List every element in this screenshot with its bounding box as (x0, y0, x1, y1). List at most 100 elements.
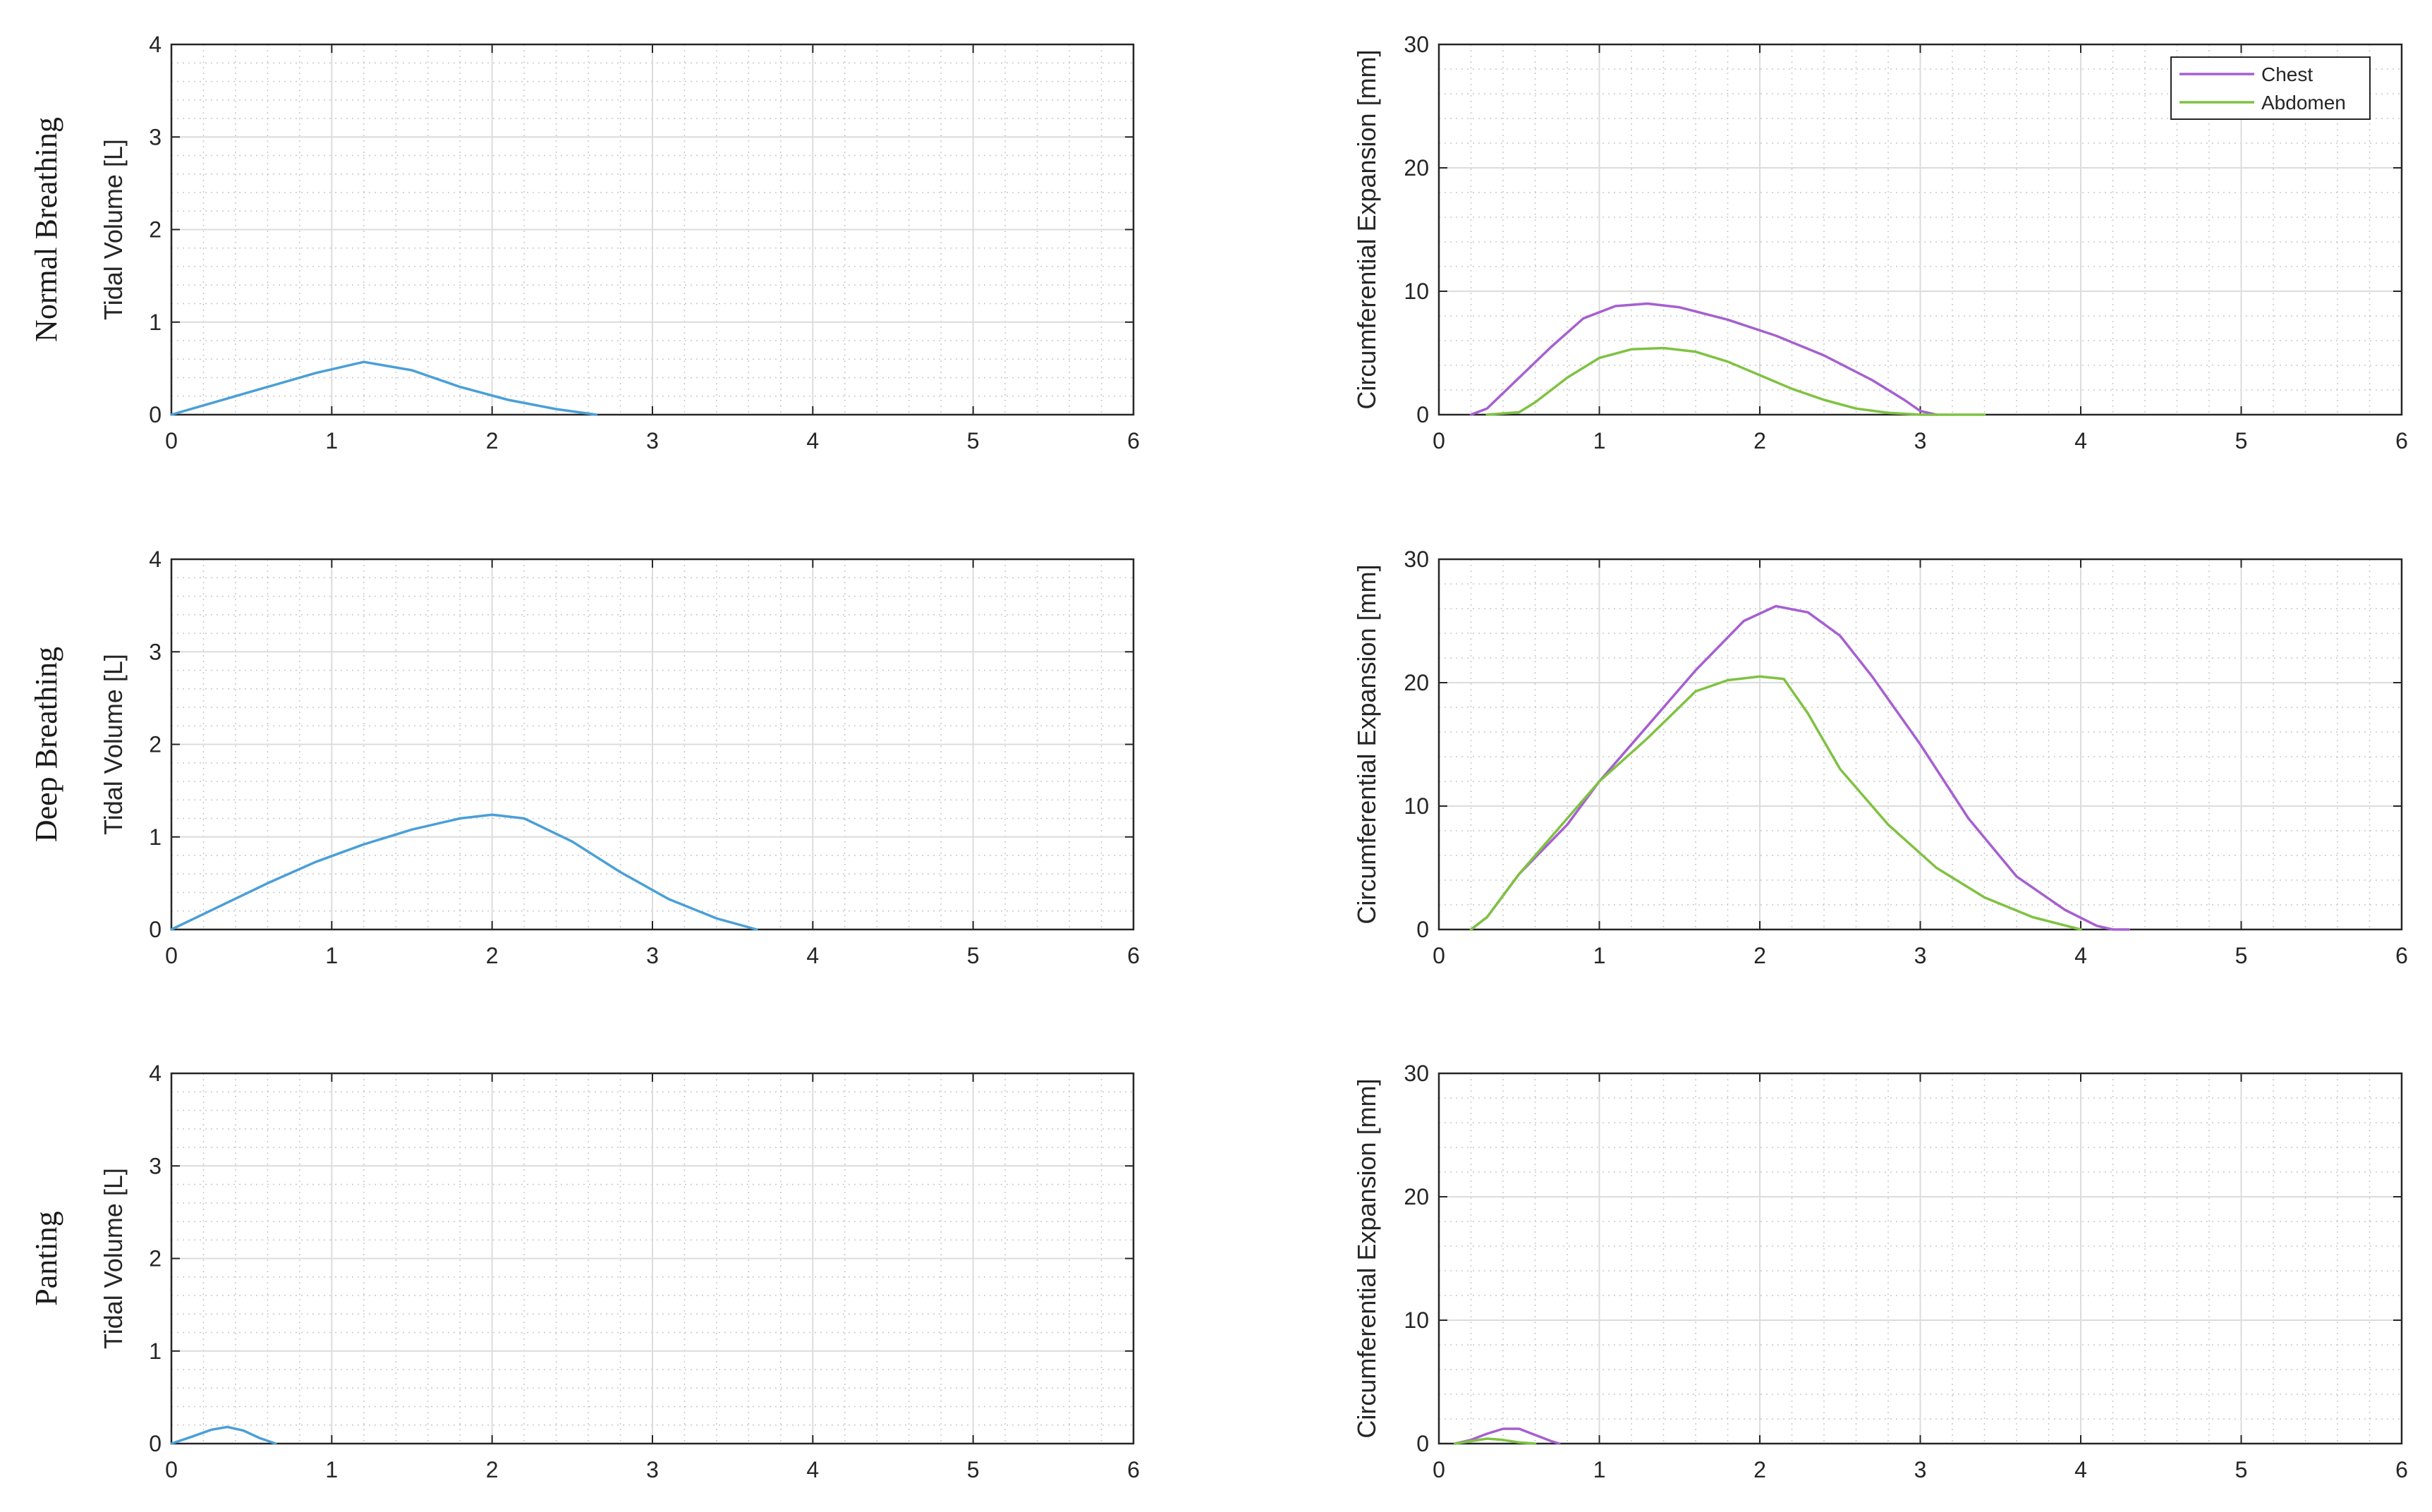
x-tick-label: 0 (1433, 1457, 1445, 1482)
x-tick-label: 1 (1593, 428, 1606, 453)
y-axis-label: Circumferential Expansion [mm] (1352, 564, 1381, 924)
series-line-abdomen (1485, 346, 1986, 416)
x-tick-label: 0 (1433, 943, 1445, 968)
x-tick-label: 0 (165, 943, 178, 968)
row-label-deep-breathing: Deep Breathing (29, 647, 63, 842)
x-tick-label: 5 (967, 428, 980, 453)
subplot-r1-c0: 0 1 2 3 4 5 6 0 1 2 3 4 Tidal Volume [L] (99, 547, 1140, 968)
legend-label-abdomen: Abdomen (2261, 92, 2346, 114)
x-tick-label: 6 (2395, 428, 2408, 453)
subplot-r0-c0: 0 1 2 3 4 5 6 0 1 2 3 4 Tidal Volume [L] (99, 32, 1140, 453)
y-axis-label: Tidal Volume [L] (99, 139, 128, 320)
y-tick-label: 10 (1404, 793, 1429, 819)
x-tick-label: 3 (646, 428, 659, 453)
x-tick-label: 3 (1914, 943, 1927, 968)
y-tick-label: 30 (1404, 547, 1429, 572)
series-group (1454, 1427, 1561, 1445)
legend: Chest Abdomen (2170, 56, 2371, 120)
row-label-normal-breathing: Normal Breathing (29, 117, 63, 342)
x-tick-label: 4 (806, 428, 819, 453)
series-group (170, 360, 598, 416)
series-group (1469, 302, 1986, 416)
x-tick-label: 0 (1433, 428, 1445, 453)
y-tick-label: 30 (1404, 1061, 1429, 1086)
x-tick-label: 4 (2074, 1457, 2087, 1482)
series-group (170, 813, 758, 931)
x-tick-label: 5 (2235, 1457, 2248, 1482)
row-label-panting: Panting (29, 1211, 63, 1305)
y-tick-label: 4 (149, 32, 162, 57)
x-tick-label: 2 (1753, 1457, 1766, 1482)
major-grid (171, 1073, 1134, 1444)
y-tick-label: 3 (149, 639, 162, 664)
x-tick-label: 5 (2235, 428, 2248, 453)
y-tick-label: 0 (149, 917, 162, 942)
y-tick-label: 1 (149, 824, 162, 850)
y-axis-label: Tidal Volume [L] (99, 654, 128, 835)
y-tick-label: 4 (149, 1061, 162, 1086)
y-tick-label: 0 (1416, 1431, 1429, 1456)
major-grid (171, 559, 1134, 930)
x-tick-label: 0 (165, 1457, 178, 1482)
x-tick-label: 5 (967, 943, 980, 968)
y-tick-label: 1 (149, 1339, 162, 1364)
subplot-r2-c0: 0 1 2 3 4 5 6 0 1 2 3 4 Tidal Volume [L] (99, 1061, 1140, 1482)
y-tick-label: 10 (1404, 279, 1429, 304)
x-tick-label: 4 (2074, 943, 2087, 968)
x-tick-label: 3 (646, 943, 659, 968)
series-line-tidal-volume (170, 360, 598, 416)
series-line-tidal-volume (170, 1425, 277, 1445)
series-line-chest (1469, 302, 1938, 416)
series-line-chest (1454, 1427, 1561, 1445)
y-tick-label: 2 (149, 217, 162, 243)
x-tick-label: 2 (486, 428, 499, 453)
x-tick-label: 6 (1127, 1457, 1140, 1482)
y-axis-label: Tidal Volume [L] (99, 1168, 128, 1349)
x-tick-label: 4 (806, 1457, 819, 1482)
y-tick-label: 0 (1416, 402, 1429, 427)
x-tick-label: 0 (165, 428, 178, 453)
x-tick-label: 3 (646, 1457, 659, 1482)
legend-label-chest: Chest (2261, 63, 2313, 85)
y-tick-label: 0 (149, 1431, 162, 1456)
series-line-tidal-volume (170, 813, 758, 931)
x-tick-label: 6 (1127, 943, 1140, 968)
legend-box (2170, 56, 2371, 120)
x-tick-label: 6 (1127, 428, 1140, 453)
x-tick-label: 5 (967, 1457, 980, 1482)
x-tick-label: 2 (1753, 428, 1766, 453)
x-tick-label: 6 (2395, 943, 2408, 968)
major-grid (171, 44, 1134, 415)
x-tick-label: 4 (2074, 428, 2087, 453)
x-tick-label: 2 (486, 1457, 499, 1482)
y-axis-label: Circumferential Expansion [mm] (1352, 1078, 1381, 1438)
y-tick-label: 10 (1404, 1307, 1429, 1333)
x-tick-label: 1 (1593, 943, 1606, 968)
x-tick-label: 5 (2235, 943, 2248, 968)
subplot-r2-c1: 0 1 2 3 4 5 6 0 10 20 30 Circumferential Expansion … (1352, 1061, 2408, 1482)
y-tick-label: 0 (1416, 917, 1429, 942)
x-tick-label: 1 (325, 943, 338, 968)
series-group (1469, 604, 2131, 931)
x-tick-label: 2 (486, 943, 499, 968)
series-line-chest (1469, 604, 2131, 931)
y-tick-label: 2 (149, 1246, 162, 1272)
y-tick-label: 2 (149, 732, 162, 757)
y-tick-label: 4 (149, 547, 162, 572)
y-tick-label: 30 (1404, 32, 1429, 57)
x-tick-label: 1 (1593, 1457, 1606, 1482)
y-tick-label: 20 (1404, 155, 1429, 181)
y-tick-label: 20 (1404, 1184, 1429, 1209)
y-tick-label: 3 (149, 1153, 162, 1178)
series-line-abdomen (1469, 675, 2082, 931)
y-tick-label: 0 (149, 402, 162, 427)
x-tick-label: 1 (325, 428, 338, 453)
y-tick-label: 1 (149, 310, 162, 335)
major-grid (1438, 1073, 2402, 1444)
subplot-r1-c1: 0 1 2 3 4 5 6 0 10 20 30 Circumferential Expansion … (1352, 547, 2408, 968)
series-line-abdomen (1454, 1437, 1537, 1445)
x-tick-label: 2 (1753, 943, 1766, 968)
x-tick-label: 3 (1914, 428, 1927, 453)
y-axis-label: Circumferential Expansion [mm] (1352, 49, 1381, 409)
